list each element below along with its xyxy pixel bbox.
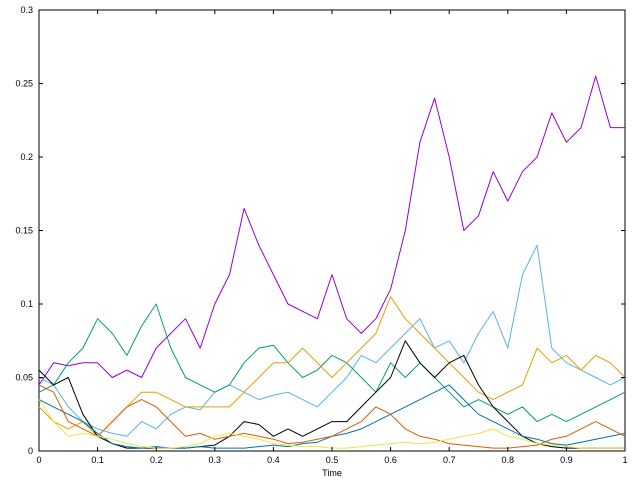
x-axis-title: Time: [322, 468, 342, 478]
x-tick-label: 0.5: [326, 455, 339, 465]
x-tick-label: 0.8: [502, 455, 515, 465]
y-axis: 0 0.05 0.1 0.15 0.2 0.25 0.3: [15, 5, 625, 456]
y-tick-label: 0.25: [15, 79, 33, 89]
series-line-1: [38, 75, 625, 386]
x-tick-label: 0.4: [267, 455, 280, 465]
series-line-4: [38, 296, 626, 437]
x-tick-label: 0.9: [560, 455, 573, 465]
series-line-2: [38, 244, 626, 437]
x-tick-label: 0.2: [150, 455, 163, 465]
plot-frame: [38, 9, 626, 452]
x-tick-label: 0: [36, 455, 41, 465]
y-tick-label: 0.3: [20, 5, 33, 15]
x-tick-label: 0.1: [91, 455, 104, 465]
x-tick-label: 0.7: [443, 455, 456, 465]
series-group: [38, 75, 626, 449]
y-tick-label: 0.1: [20, 299, 33, 309]
x-tick-label: 0.6: [384, 455, 397, 465]
y-tick-label: 0.05: [15, 373, 33, 383]
y-tick-label: 0: [28, 446, 33, 456]
y-tick-label: 0.2: [20, 152, 33, 162]
series-line-7: [38, 384, 626, 449]
series-line-5: [38, 340, 625, 449]
series-line-6: [38, 384, 626, 449]
y-tick-label: 0.15: [15, 226, 33, 236]
x-tick-label: 1: [622, 455, 627, 465]
x-axis: 0 0.1 0.2 0.3 0.4 0.5 0.6 0.7 0.8 0.9 1: [36, 10, 628, 465]
x-tick-label: 0.3: [209, 455, 222, 465]
series-line-3: [38, 303, 626, 423]
